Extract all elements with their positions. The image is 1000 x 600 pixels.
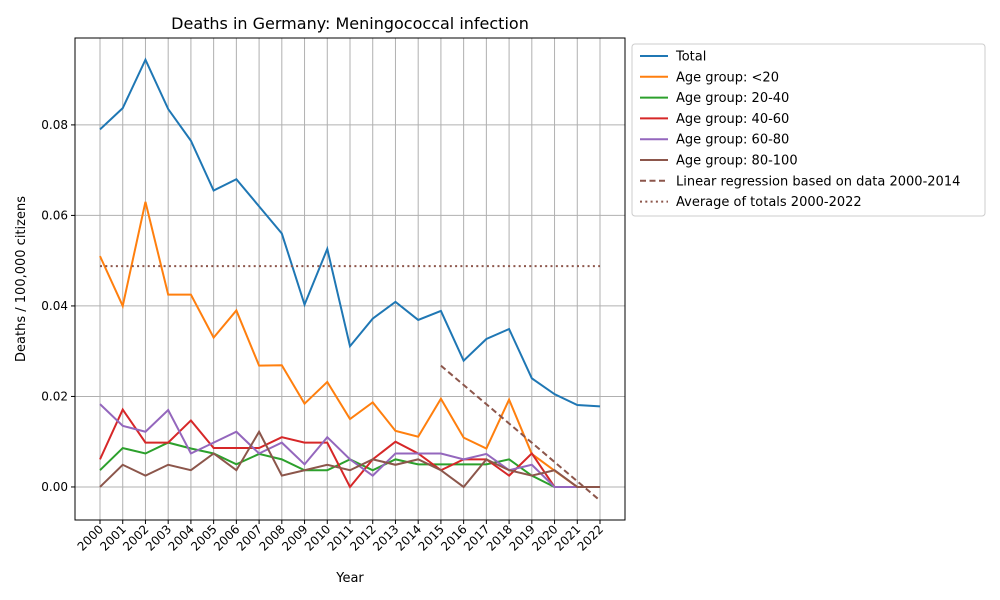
legend: Total Age group: <20 Age group: 20-40 Age g… <box>631 43 986 217</box>
legend-label: Age group: 40-60 <box>676 112 789 127</box>
x-axis-label: Year <box>335 571 364 586</box>
legend-label: Linear regression based on data 2000-201… <box>676 174 960 189</box>
y-tick-label: 0.00 <box>41 480 68 494</box>
legend-label: Average of totals 2000-2022 <box>676 195 862 210</box>
series-line <box>99 403 600 488</box>
y-tick-label: 0.04 <box>41 299 68 313</box>
grid <box>75 38 625 520</box>
legend-label: Total <box>675 50 706 65</box>
legend-label: Age group: 20-40 <box>676 91 789 106</box>
legend-label: Age group: 60-80 <box>676 133 789 148</box>
y-tick-label: 0.06 <box>41 208 68 222</box>
y-tick-label: 0.02 <box>41 389 68 403</box>
x-tick-label: 2022 <box>575 522 606 553</box>
series-line <box>99 201 600 488</box>
y-axis-label: Deaths / 100,000 citizens <box>14 196 29 362</box>
y-axis: 0.00 0.02 0.04 0.06 0.08 <box>41 118 75 494</box>
series-line <box>440 364 601 502</box>
legend-label: Age group: <20 <box>676 70 779 85</box>
legend-label: Age group: 80-100 <box>676 154 798 169</box>
chart-title: Deaths in Germany: Meningococcal infecti… <box>171 14 529 33</box>
y-tick-label: 0.08 <box>41 118 68 132</box>
series-line <box>99 57 601 408</box>
series-line <box>99 429 600 489</box>
x-axis: 2000200120022003200420052006200720082009… <box>75 520 606 554</box>
series-group <box>99 57 601 502</box>
